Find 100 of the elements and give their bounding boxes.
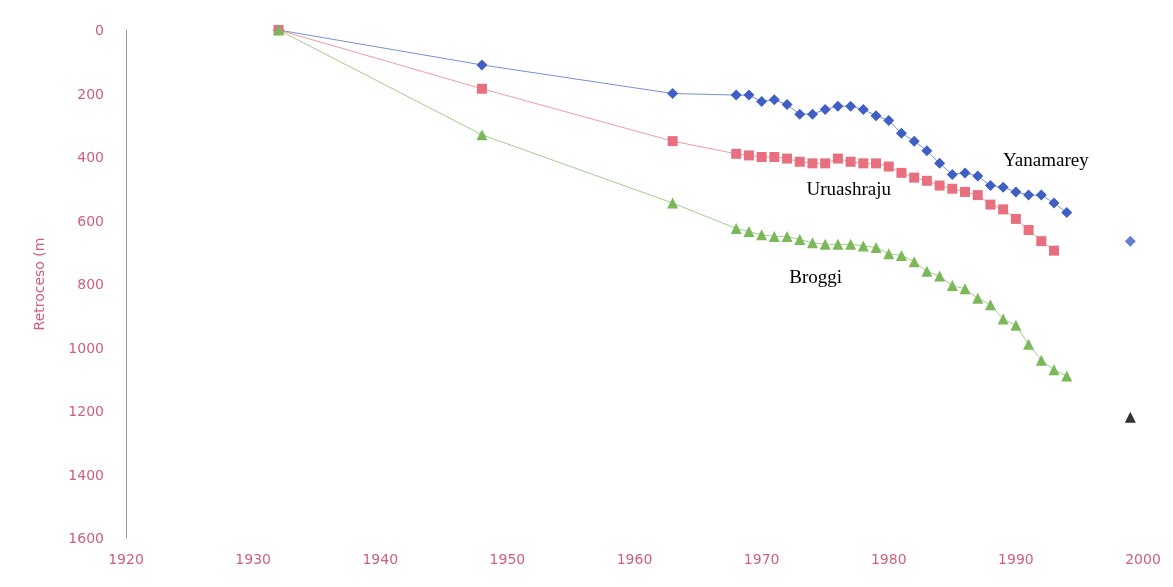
- point: [946, 168, 958, 180]
- point: [984, 180, 996, 192]
- point: [1048, 364, 1060, 376]
- point: [845, 156, 856, 167]
- point: [870, 110, 882, 122]
- point: [781, 230, 793, 242]
- point: [743, 89, 755, 101]
- y-tick-label: 1400: [68, 466, 104, 483]
- x-tick-label: 1930: [235, 551, 271, 567]
- x-tick-label: 1920: [108, 551, 144, 567]
- point: [756, 229, 768, 241]
- point: [1023, 225, 1034, 236]
- series-label: Uruashraju: [806, 177, 892, 199]
- point: [768, 94, 780, 106]
- point: [1010, 213, 1021, 224]
- y-tick-label: 200: [77, 85, 104, 102]
- point: [947, 183, 958, 194]
- point: [794, 156, 805, 167]
- point: [1124, 235, 1136, 247]
- point: [883, 248, 895, 260]
- point: [871, 158, 882, 169]
- point: [921, 145, 933, 157]
- point: [908, 256, 920, 268]
- point: [832, 100, 844, 112]
- point: [972, 292, 984, 304]
- point: [781, 99, 793, 111]
- x-tick-label: 2000: [1125, 551, 1161, 567]
- point: [895, 127, 907, 139]
- point: [896, 167, 907, 178]
- point: [667, 197, 679, 209]
- point: [883, 161, 894, 172]
- y-tick-label: 600: [77, 212, 104, 229]
- point: [857, 240, 869, 252]
- series-label: Broggi: [789, 265, 842, 287]
- y-axis-title: Retroceso (m: [31, 237, 47, 331]
- point: [921, 175, 932, 186]
- point: [1023, 189, 1035, 201]
- point: [756, 95, 768, 107]
- point: [794, 108, 806, 120]
- point: [730, 89, 742, 101]
- point: [667, 88, 679, 99]
- point: [1010, 319, 1022, 331]
- point: [1035, 189, 1047, 201]
- point: [1010, 186, 1022, 198]
- point: [845, 100, 857, 112]
- point: [1061, 370, 1073, 382]
- series-label: Yanamarey: [1003, 149, 1090, 171]
- point: [1061, 207, 1073, 219]
- y-tick-label: 800: [77, 276, 104, 292]
- point: [1035, 354, 1047, 366]
- point: [782, 153, 793, 164]
- point: [769, 152, 780, 162]
- point: [908, 135, 920, 147]
- point: [845, 238, 857, 250]
- point: [997, 313, 1009, 325]
- point: [756, 152, 767, 162]
- x-tick-label: 1980: [870, 551, 907, 567]
- point: [895, 249, 907, 261]
- y-tick-label: 1200: [68, 403, 104, 419]
- point: [998, 204, 1009, 215]
- point: [806, 108, 818, 120]
- point: [730, 222, 742, 234]
- point: [934, 270, 946, 282]
- point: [832, 153, 843, 164]
- point: [960, 186, 971, 197]
- point: [820, 158, 831, 169]
- point: [870, 241, 882, 253]
- point: [857, 103, 869, 115]
- point: [667, 136, 678, 147]
- point: [1124, 411, 1136, 423]
- point: [972, 170, 984, 182]
- point: [883, 114, 895, 126]
- point: [476, 83, 487, 94]
- x-tick-label: 1950: [489, 551, 526, 567]
- x-tick-label: 1960: [616, 551, 653, 567]
- point: [959, 283, 971, 295]
- point: [909, 172, 920, 183]
- point: [1023, 338, 1035, 350]
- point: [972, 190, 983, 201]
- point: [997, 181, 1009, 193]
- point: [1036, 236, 1047, 247]
- y-tick-label: 1000: [68, 339, 104, 356]
- point: [858, 158, 869, 169]
- point: [806, 237, 818, 249]
- point: [768, 230, 780, 242]
- x-tick-label: 1990: [998, 551, 1034, 567]
- point: [476, 129, 488, 141]
- point: [743, 226, 755, 238]
- point: [921, 265, 933, 277]
- point: [1048, 197, 1060, 209]
- point: [934, 157, 946, 169]
- y-tick-label: 400: [77, 149, 104, 165]
- point: [946, 280, 958, 292]
- point: [832, 238, 844, 250]
- point: [985, 199, 996, 210]
- point: [807, 158, 818, 169]
- point: [794, 234, 806, 246]
- point: [819, 103, 831, 115]
- point: [984, 299, 996, 311]
- point: [1049, 245, 1060, 256]
